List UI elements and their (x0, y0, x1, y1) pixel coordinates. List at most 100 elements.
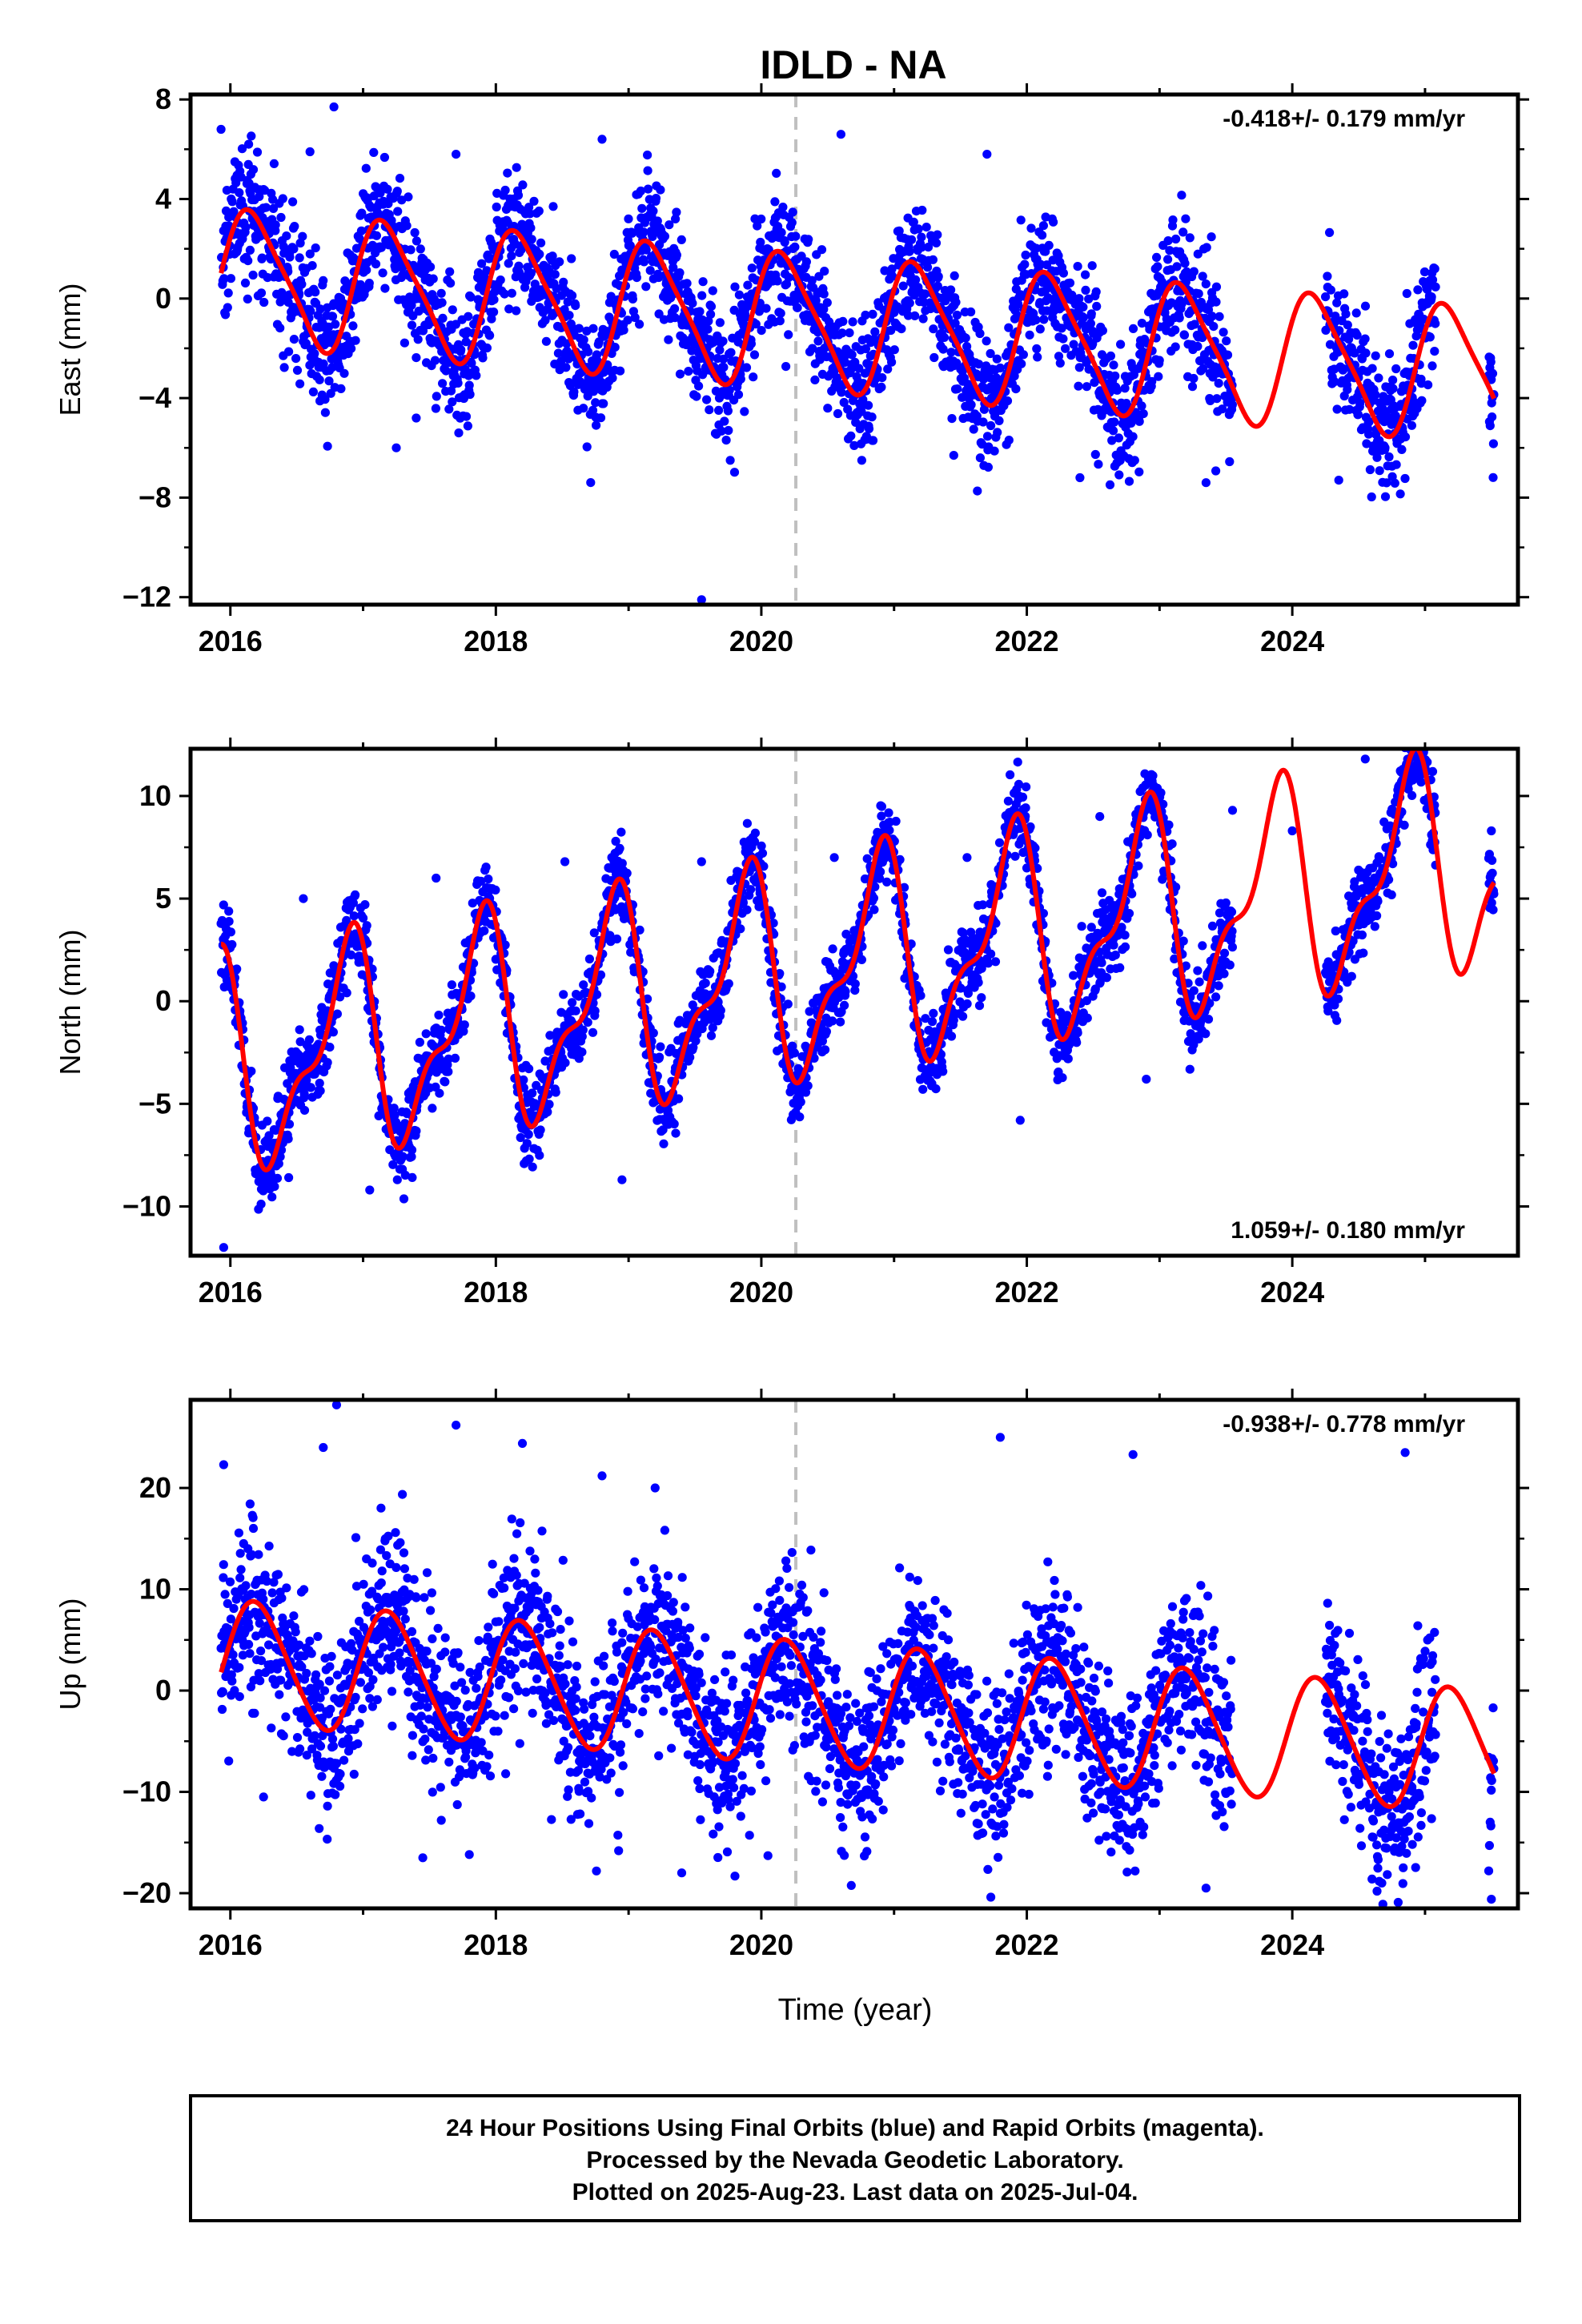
data-point (716, 1006, 725, 1015)
data-point (421, 1029, 431, 1039)
data-point (1407, 420, 1416, 430)
data-point (224, 917, 234, 927)
data-point (606, 292, 616, 301)
data-point (938, 344, 948, 354)
data-point (412, 413, 421, 423)
data-point (1078, 302, 1088, 312)
data-point (845, 328, 854, 338)
data-point (1351, 308, 1361, 318)
data-point (553, 348, 564, 358)
data-point (237, 144, 247, 154)
data-point (1116, 340, 1126, 349)
data-point (983, 462, 993, 472)
data-point (446, 386, 456, 396)
data-point (807, 275, 817, 285)
data-point (1137, 401, 1146, 411)
data-point (718, 354, 729, 364)
data-point (371, 259, 381, 269)
data-point (781, 362, 791, 372)
data-point (436, 288, 446, 298)
data-point (730, 282, 740, 292)
data-point (884, 808, 893, 818)
data-point (784, 272, 793, 283)
data-point (966, 927, 976, 937)
data-point (695, 307, 705, 316)
data-point (519, 1075, 528, 1085)
data-point (817, 245, 827, 255)
data-point (1488, 472, 1498, 482)
data-point (1112, 385, 1122, 395)
data-point (1181, 214, 1191, 223)
data-point (482, 266, 492, 275)
data-point (1097, 958, 1106, 967)
data-point (931, 1084, 941, 1094)
data-point (430, 356, 440, 365)
data-point (1384, 349, 1395, 359)
data-point (1391, 460, 1401, 469)
data-point (1026, 223, 1036, 233)
data-point (685, 1052, 695, 1062)
data-point (438, 313, 448, 323)
data-point (307, 261, 317, 271)
data-point (1390, 478, 1399, 489)
data-point (1172, 262, 1182, 271)
data-point (500, 289, 509, 299)
data-point (1331, 312, 1340, 321)
data-point (413, 335, 423, 344)
data-point (464, 312, 473, 321)
data-point (270, 1182, 279, 1192)
data-point (975, 453, 985, 463)
data-point (563, 297, 572, 307)
data-point (271, 1125, 280, 1135)
data-point (1488, 368, 1498, 378)
data-point (715, 318, 725, 328)
data-point (466, 292, 476, 302)
data-point (656, 1042, 665, 1051)
data-point (833, 373, 842, 383)
data-point (1055, 358, 1065, 368)
data-point (255, 191, 264, 201)
data-point (315, 304, 325, 314)
data-point (1086, 319, 1095, 328)
data-point (1110, 417, 1119, 427)
data-point (910, 311, 920, 320)
data-point (327, 312, 338, 321)
data-point (579, 404, 588, 413)
data-point (1014, 779, 1024, 790)
data-point (759, 862, 769, 871)
data-point (543, 1107, 552, 1117)
data-point (1073, 1028, 1082, 1038)
east-plot-frame (188, 92, 1520, 607)
data-point (836, 1017, 845, 1027)
data-point (861, 344, 870, 354)
data-point (777, 982, 786, 991)
data-point (224, 907, 234, 916)
data-point (619, 325, 628, 335)
data-point (1022, 863, 1032, 873)
data-point (656, 185, 665, 195)
data-point (1427, 275, 1438, 285)
data-point (756, 237, 765, 247)
data-point (331, 320, 340, 329)
data-point (669, 1119, 679, 1129)
data-point (946, 285, 956, 295)
data-point (1488, 439, 1498, 448)
data-point (247, 131, 256, 141)
data-point (1223, 350, 1233, 360)
data-point (869, 893, 878, 903)
data-point (1212, 394, 1222, 404)
data-point (1038, 221, 1048, 231)
data-point (793, 303, 802, 312)
data-point (1388, 384, 1398, 393)
data-point (504, 304, 514, 314)
data-point (888, 271, 897, 281)
data-point (641, 282, 651, 292)
data-point (448, 397, 457, 407)
data-point (524, 1129, 533, 1140)
data-point (931, 238, 942, 247)
data-point (991, 373, 1001, 383)
data-point (677, 235, 686, 244)
data-point (284, 1120, 295, 1129)
data-point (275, 324, 285, 333)
